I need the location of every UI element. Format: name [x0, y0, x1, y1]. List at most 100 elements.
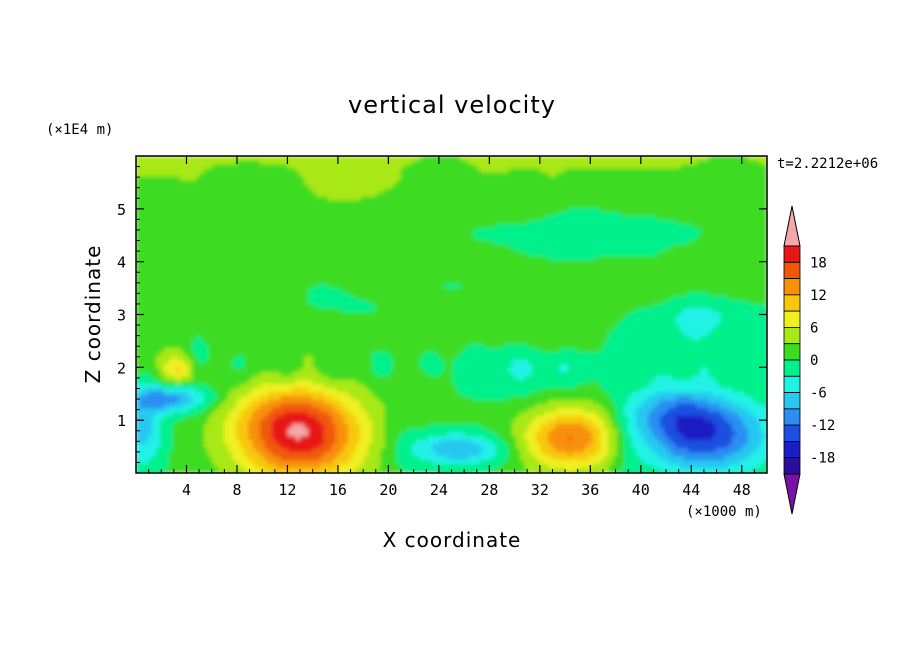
contour-cell	[184, 360, 189, 365]
contour-cell	[676, 348, 681, 353]
contour-cell	[704, 320, 709, 325]
contour-cell	[328, 392, 333, 397]
contour-cell	[348, 436, 353, 441]
contour-cell	[432, 436, 437, 441]
contour-cell	[628, 424, 633, 429]
contour-cell	[260, 452, 265, 457]
contour-cell	[156, 420, 161, 425]
contour-cell	[512, 224, 517, 229]
contour-cell	[652, 304, 657, 309]
contour-cell	[352, 388, 357, 393]
contour-cell	[688, 156, 693, 161]
contour-cell	[312, 396, 317, 401]
contour-cell	[448, 284, 453, 289]
contour-cell	[656, 308, 661, 313]
contour-cell	[624, 380, 629, 385]
contour-cell	[560, 216, 565, 221]
contour-cell	[548, 220, 553, 225]
contour-cell	[732, 444, 737, 449]
contour-cell	[676, 452, 681, 457]
contour-cell	[296, 168, 301, 173]
contour-cell	[752, 416, 757, 421]
contour-cell	[760, 372, 765, 377]
contour-cell	[152, 164, 157, 169]
contour-cell	[596, 252, 601, 257]
contour-cell	[708, 376, 713, 381]
contour-cell	[548, 172, 553, 177]
contour-cell	[764, 332, 767, 337]
contour-cell	[312, 428, 317, 433]
contour-cell	[748, 312, 753, 317]
contour-cell	[292, 456, 297, 461]
contour-cell	[748, 456, 753, 461]
contour-cell	[644, 328, 649, 333]
contour-cell	[240, 460, 245, 465]
contour-cell	[680, 436, 685, 441]
contour-cell	[200, 356, 205, 361]
contour-cell	[256, 460, 261, 465]
contour-cell	[744, 316, 749, 321]
contour-cell	[516, 344, 521, 349]
contour-cell	[424, 356, 429, 361]
contour-cell	[652, 336, 657, 341]
contour-cell	[324, 388, 329, 393]
contour-cell	[220, 416, 225, 421]
contour-cell	[736, 356, 741, 361]
contour-cell	[208, 388, 213, 393]
contour-cell	[428, 452, 433, 457]
contour-cell	[620, 416, 625, 421]
contour-cell	[496, 236, 501, 241]
contour-cell	[244, 440, 249, 445]
contour-cell	[732, 324, 737, 329]
contour-cell	[728, 368, 733, 373]
contour-cell	[436, 372, 441, 377]
contour-cell	[156, 440, 161, 445]
contour-cell	[232, 408, 237, 413]
contour-cell	[528, 364, 533, 369]
contour-cell	[552, 360, 557, 365]
contour-cell	[336, 396, 341, 401]
contour-cell	[720, 376, 725, 381]
contour-cell	[704, 328, 709, 333]
contour-cell	[688, 428, 693, 433]
contour-cell	[652, 456, 657, 461]
contour-cell	[716, 444, 721, 449]
contour-cell	[148, 432, 153, 437]
contour-cell	[672, 400, 677, 405]
contour-cell	[216, 156, 221, 161]
contour-cell	[652, 352, 657, 357]
contour-cell	[648, 240, 653, 245]
contour-cell	[328, 424, 333, 429]
contour-cell	[596, 352, 601, 357]
contour-cell	[556, 432, 561, 437]
contour-cell	[352, 184, 357, 189]
contour-cell	[752, 348, 757, 353]
contour-cell	[444, 444, 449, 449]
contour-cell	[648, 236, 653, 241]
contour-cell	[228, 456, 233, 461]
contour-cell	[544, 220, 549, 225]
contour-cell	[728, 300, 733, 305]
contour-cell	[360, 408, 365, 413]
contour-cell	[640, 400, 645, 405]
contour-cell	[600, 236, 605, 241]
contour-cell	[628, 248, 633, 253]
y-scale-label: (×1E4 m)	[46, 122, 113, 138]
contour-cell	[152, 380, 157, 385]
contour-cell	[440, 440, 445, 445]
contour-cell	[708, 320, 713, 325]
contour-cell	[624, 376, 629, 381]
contour-cell	[464, 380, 469, 385]
contour-cell	[636, 224, 641, 229]
contour-cell	[240, 444, 245, 449]
contour-cell	[320, 304, 325, 309]
contour-cell	[756, 444, 761, 449]
contour-cell	[212, 460, 217, 465]
contour-cell	[196, 348, 201, 353]
contour-cell	[568, 364, 573, 369]
contour-cell	[540, 252, 545, 257]
contour-cell	[564, 424, 569, 429]
contour-cell	[312, 160, 317, 165]
contour-cell	[680, 392, 685, 397]
contour-cell	[348, 416, 353, 421]
